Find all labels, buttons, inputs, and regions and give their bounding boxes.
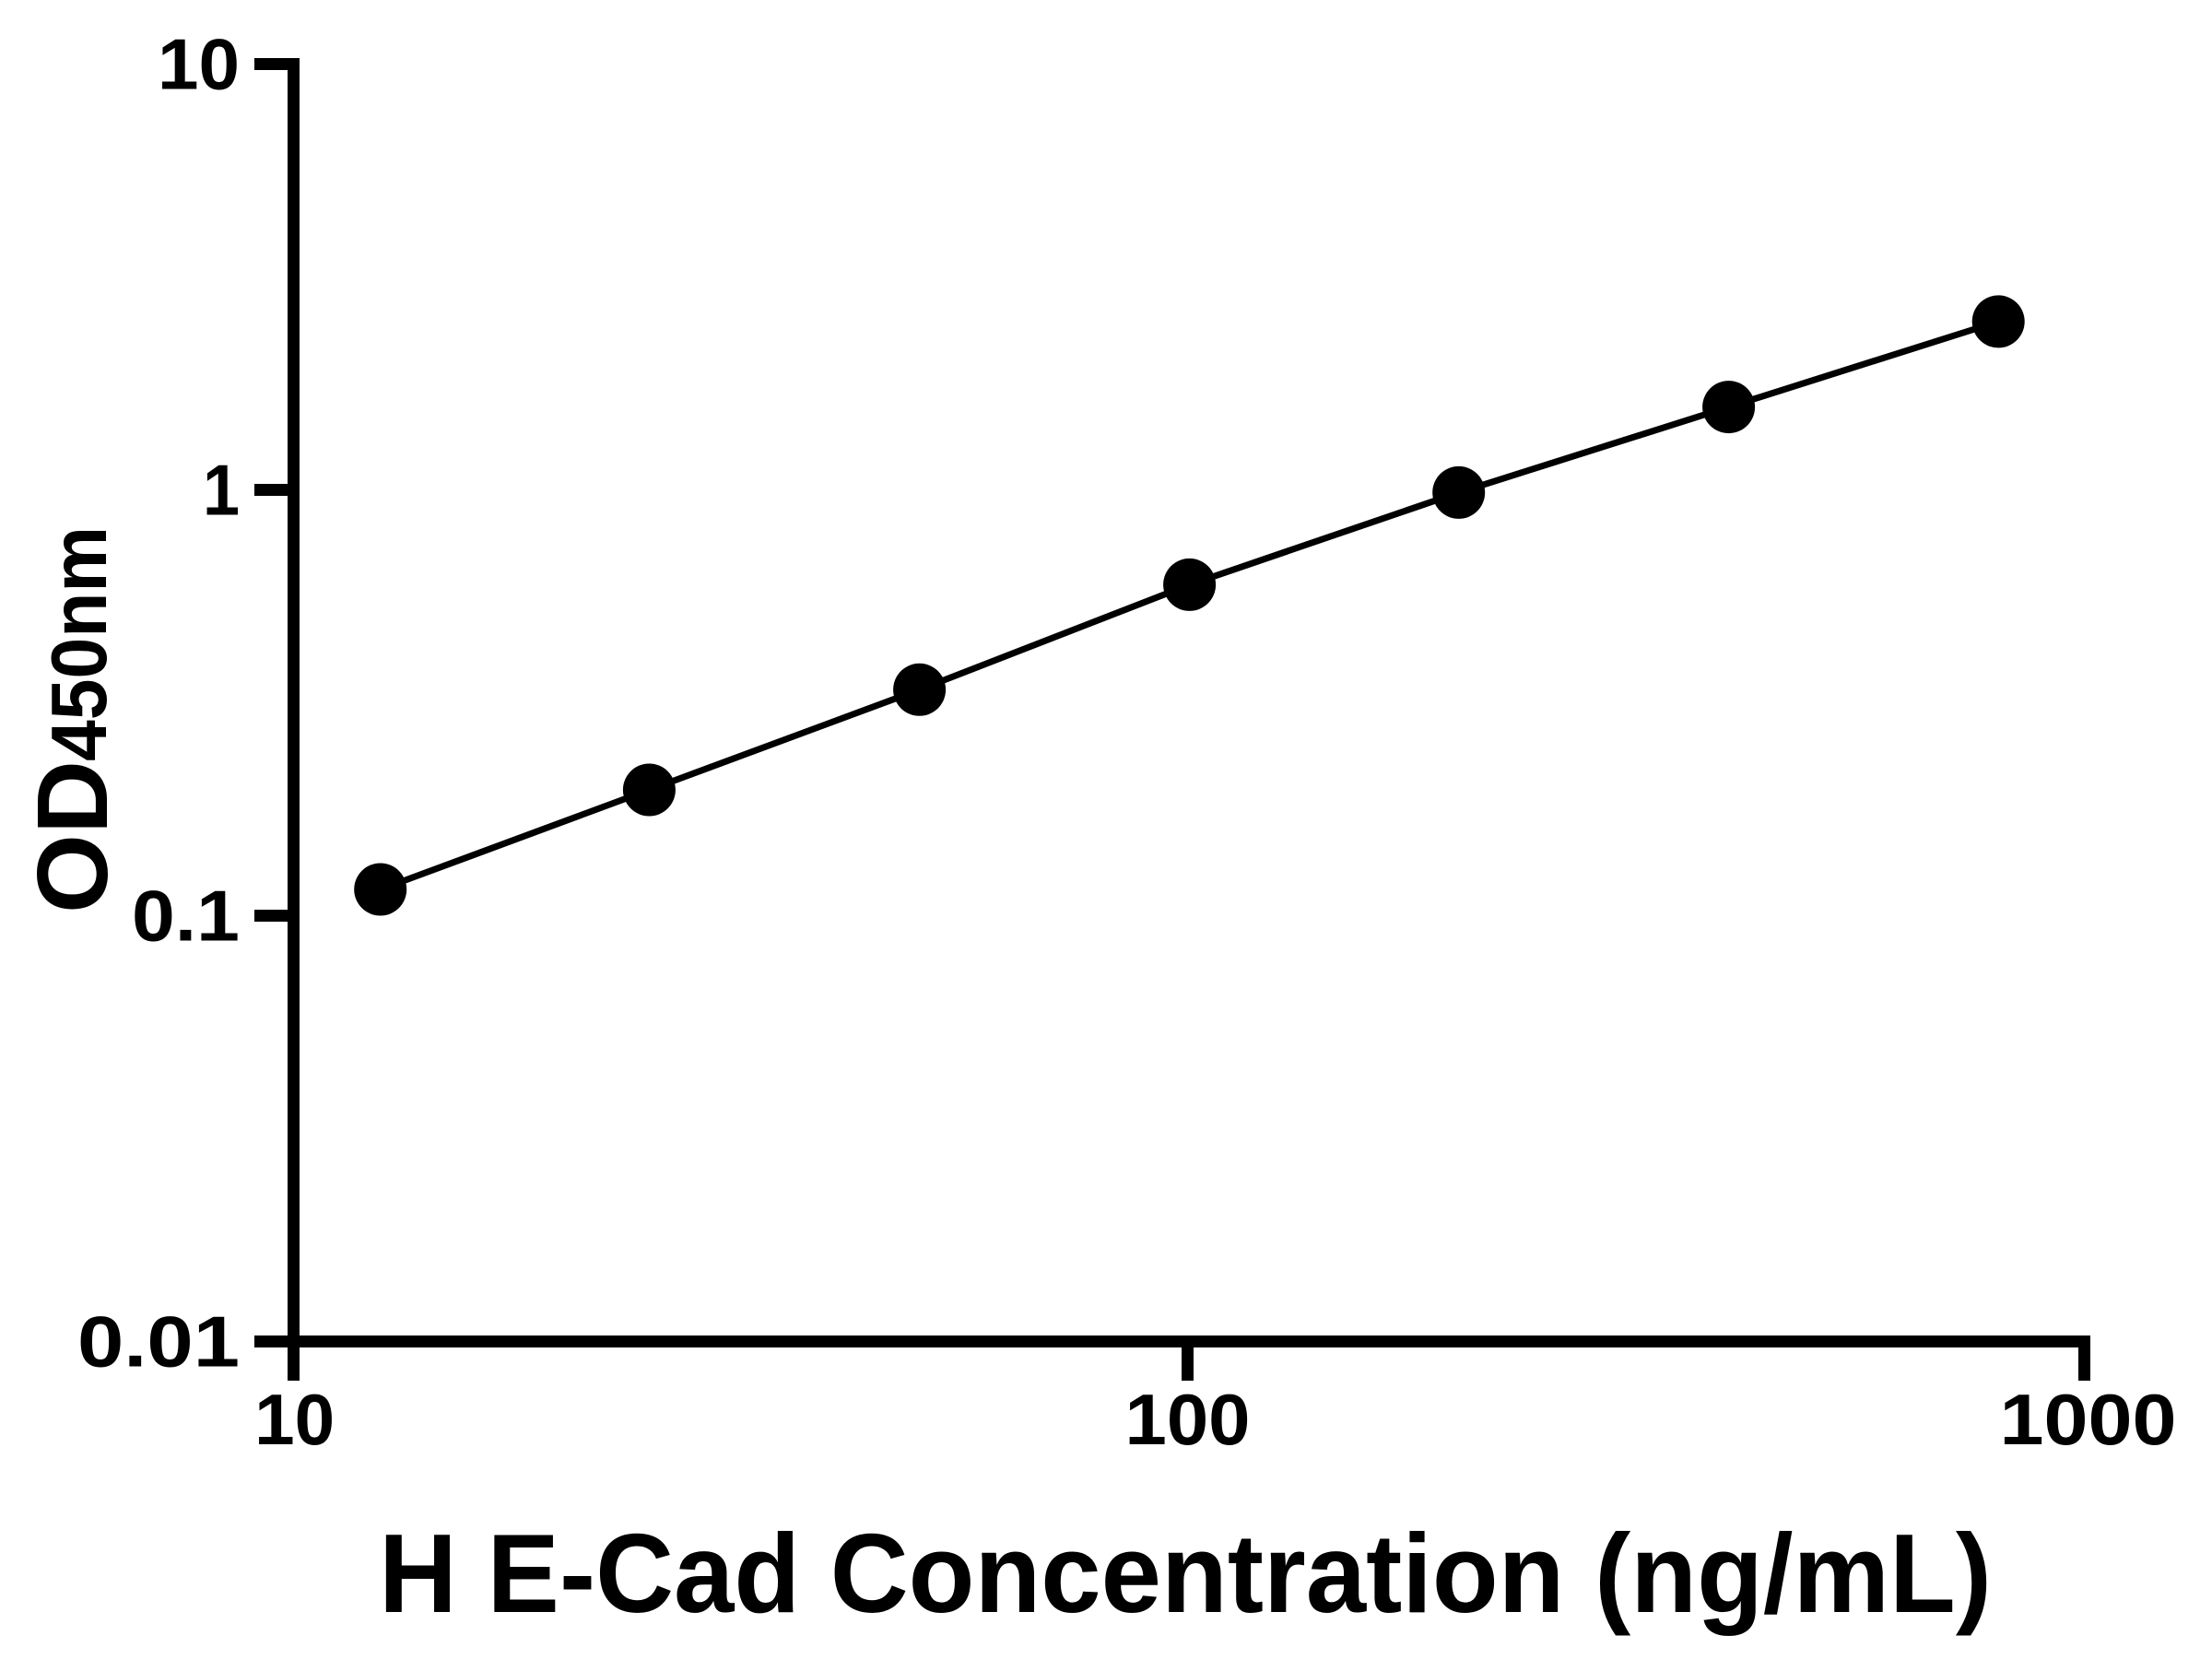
- svg-text:0.1: 0.1: [132, 876, 240, 957]
- svg-text:10: 10: [158, 24, 240, 105]
- svg-text:OD: OD: [17, 760, 129, 913]
- svg-text:1: 1: [203, 450, 240, 531]
- svg-text:1000: 1000: [2000, 1379, 2177, 1460]
- svg-text:10: 10: [254, 1379, 335, 1460]
- svg-text:450nm: 450nm: [36, 526, 124, 761]
- svg-text:100: 100: [1125, 1379, 1251, 1460]
- svg-text:H E-Cad Concentration (ng/mL): H E-Cad Concentration (ng/mL): [379, 1511, 1992, 1636]
- svg-text:0.01: 0.01: [77, 1301, 240, 1382]
